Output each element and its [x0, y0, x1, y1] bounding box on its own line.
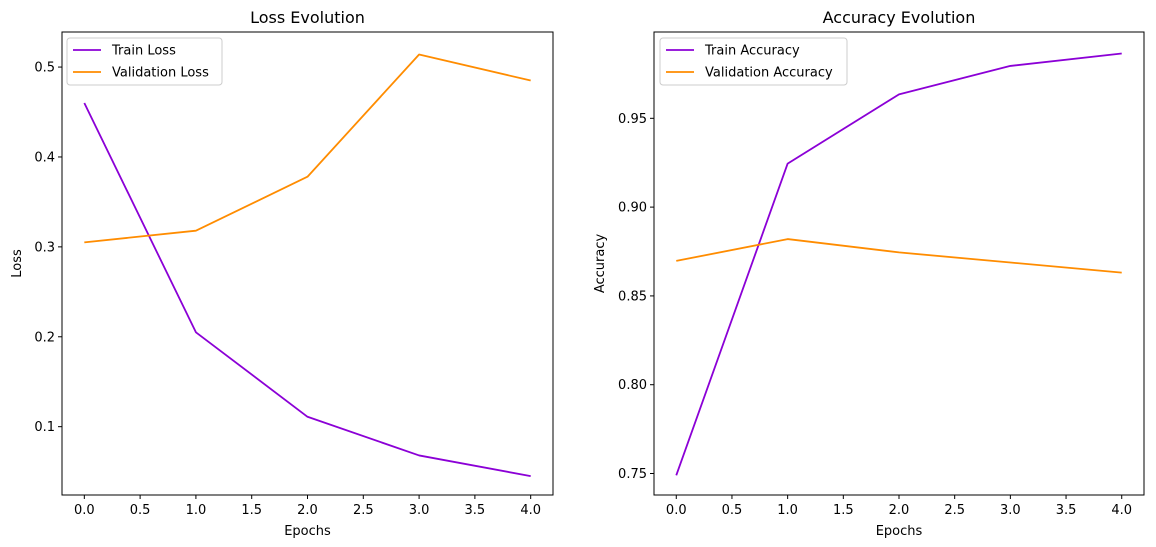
- y-tick-label: 0.80: [618, 378, 647, 393]
- x-axis-label: Epochs: [284, 524, 331, 539]
- legend-label-validation-accuracy: Validation Accuracy: [705, 66, 833, 81]
- y-tick-label: 0.85: [618, 289, 647, 304]
- x-tick-label: 3.0: [409, 503, 430, 518]
- legend-label-train-accuracy: Train Accuracy: [704, 44, 800, 59]
- series-line-validation-accuracy: [676, 238, 1122, 274]
- ticks: 0.0 0.5 1.0 1.5 2.0 2.5 3.0 3.5 4.0 0.75 0.80 0.85 0…: [618, 112, 1132, 518]
- legend-box: [659, 37, 848, 86]
- y-tick-label: 0.75: [618, 467, 647, 482]
- y-tick-label: 0.95: [618, 112, 647, 127]
- x-tick-label: 2.0: [297, 503, 318, 518]
- accuracy-chart: Accuracy Evolution Epochs Accuracy 0.0 0.…: [593, 8, 1145, 539]
- y-tick-label: 0.4: [34, 150, 55, 165]
- legend-label-validation-loss: Validation Loss: [112, 66, 209, 81]
- x-tick-label: 3.0: [1000, 503, 1021, 518]
- y-tick-label: 0.2: [34, 330, 55, 345]
- ticks: 0.0 0.5 1.0 1.5 2.0 2.5 3.0 3.5 4.0 0.1 0.2 0.3 0.4 0…: [34, 61, 541, 518]
- x-tick-label: 0.5: [130, 503, 151, 518]
- y-axis-label: Loss: [10, 249, 25, 278]
- lines: [675, 52, 1122, 476]
- chart-title: Accuracy Evolution: [823, 8, 976, 27]
- y-tick-label: 0.90: [618, 201, 647, 216]
- y-tick-label: 0.1: [34, 420, 55, 435]
- x-tick-label: 1.5: [241, 503, 262, 518]
- x-tick-label: 4.0: [1111, 503, 1132, 518]
- chart-title: Loss Evolution: [250, 8, 365, 27]
- x-tick-label: 2.5: [944, 503, 965, 518]
- series-line-validation-loss: [84, 53, 531, 244]
- plot-frame: [61, 31, 554, 496]
- x-tick-label: 3.5: [1056, 503, 1077, 518]
- series-line-train-loss: [83, 102, 531, 478]
- legend-label-train-loss: Train Loss: [111, 44, 176, 59]
- plot-frame: [653, 31, 1145, 496]
- series-line-train-accuracy: [675, 52, 1122, 476]
- x-tick-label: 4.0: [520, 503, 541, 518]
- x-tick-label: 2.5: [353, 503, 374, 518]
- legend: Train Accuracy Validation Accuracy: [659, 37, 848, 86]
- y-axis-label: Accuracy: [593, 234, 608, 294]
- x-axis-label: Epochs: [876, 524, 923, 539]
- x-tick-label: 0.0: [666, 503, 687, 518]
- x-tick-label: 1.0: [777, 503, 798, 518]
- x-tick-label: 0.5: [722, 503, 743, 518]
- x-tick-label: 0.0: [74, 503, 95, 518]
- x-tick-label: 1.5: [833, 503, 854, 518]
- lines: [83, 53, 531, 478]
- loss-chart: Loss Evolution Epochs Loss 0.0 0.5 1.0 1.5 2…: [10, 8, 554, 539]
- x-tick-label: 1.0: [186, 503, 207, 518]
- x-tick-label: 3.5: [465, 503, 486, 518]
- y-tick-label: 0.3: [34, 240, 55, 255]
- x-tick-label: 2.0: [889, 503, 910, 518]
- legend: Train Loss Validation Loss: [66, 37, 223, 86]
- y-tick-label: 0.5: [34, 61, 55, 76]
- legend-box: [66, 37, 223, 86]
